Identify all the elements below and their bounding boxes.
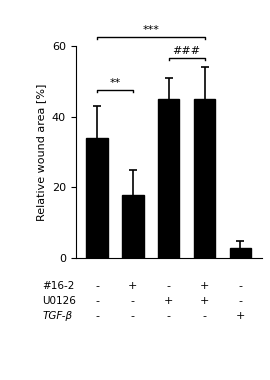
Text: +: + — [236, 311, 245, 321]
Text: **: ** — [109, 78, 121, 88]
Text: +: + — [128, 281, 138, 291]
Text: -: - — [131, 296, 135, 306]
Text: +: + — [200, 281, 209, 291]
Text: ***: *** — [142, 25, 159, 35]
Text: -: - — [167, 311, 171, 321]
Text: +: + — [200, 296, 209, 306]
Bar — [194, 99, 215, 258]
Text: U0126: U0126 — [42, 296, 76, 306]
Text: -: - — [95, 311, 99, 321]
Text: -: - — [238, 296, 242, 306]
Text: -: - — [202, 311, 207, 321]
Bar — [230, 248, 251, 258]
Bar — [122, 195, 144, 258]
Y-axis label: Relative wound area [%]: Relative wound area [%] — [36, 83, 46, 221]
Text: -: - — [95, 281, 99, 291]
Text: -: - — [167, 281, 171, 291]
Text: -: - — [131, 311, 135, 321]
Text: -: - — [238, 281, 242, 291]
Text: ###: ### — [173, 46, 201, 56]
Bar — [158, 99, 180, 258]
Bar — [86, 138, 108, 258]
Text: -: - — [95, 296, 99, 306]
Text: #16-2: #16-2 — [42, 281, 75, 291]
Text: TGF-β: TGF-β — [42, 311, 72, 321]
Text: +: + — [164, 296, 173, 306]
